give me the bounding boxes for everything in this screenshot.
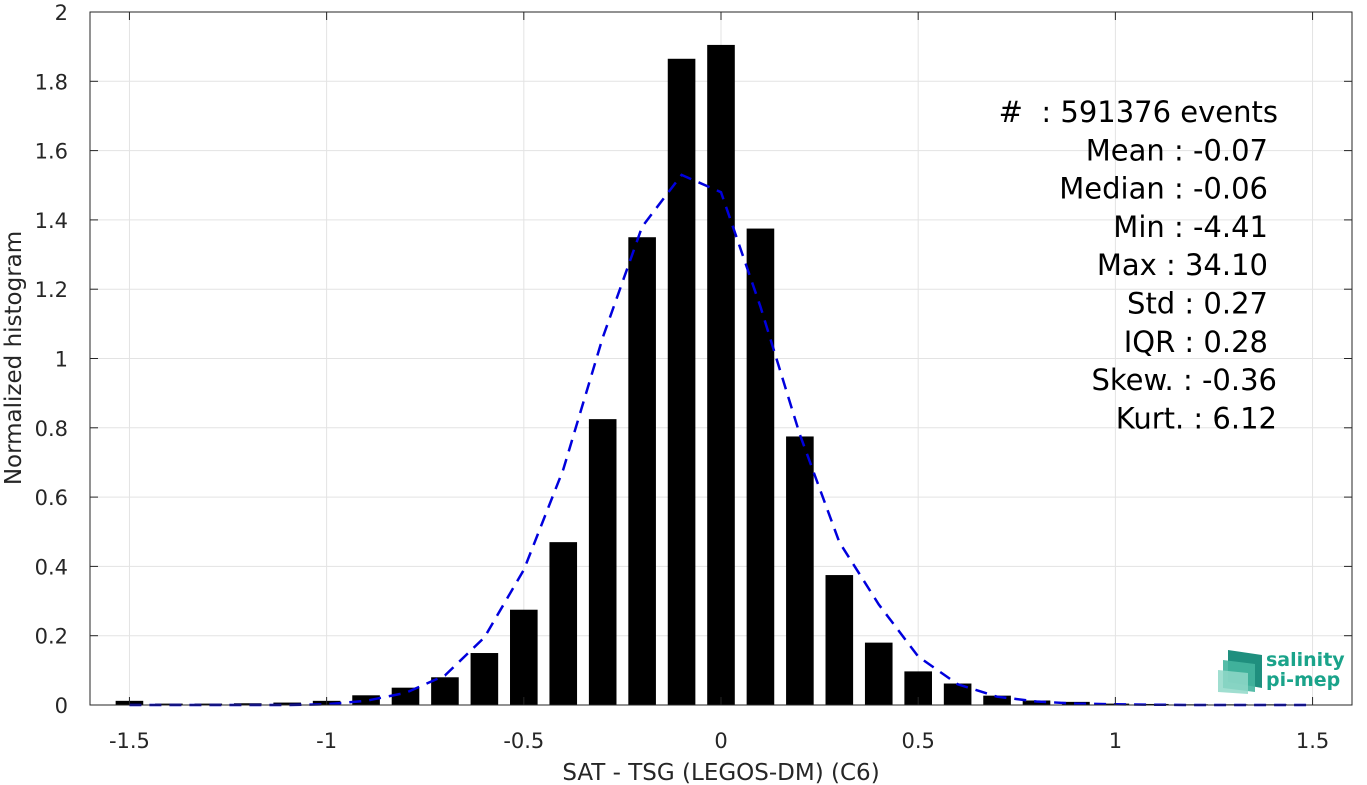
histogram-bar [549,542,578,705]
histogram-bar [707,44,735,706]
histogram-bar [588,419,617,705]
histogram-bar [194,703,223,705]
histogram-bar [667,58,696,705]
y-tick-label: 0.6 [35,486,68,510]
y-axis-ticks: 0 0.2 0.4 0.6 0.8 1 1.2 1.4 1.6 1.8 2 [35,1,1352,718]
histogram-bar [470,653,499,705]
stat-line: Max : 34.10 [1097,248,1268,282]
logo-line1: salinity [1266,649,1345,671]
histogram-bar [352,695,380,705]
x-tick-label: 0 [714,729,727,753]
y-tick-label: 1.8 [35,70,68,94]
histogram-bar [983,695,1011,705]
histogram-bar [233,703,262,705]
histogram-bar [273,702,301,705]
y-axis-label: Normalized histogram [1,231,27,485]
histogram-bar [746,228,775,705]
x-tick-label: 0.5 [901,729,934,753]
x-tick-label: -1.5 [109,729,150,753]
y-tick-label: 0 [55,694,68,718]
x-axis-label: SAT - TSG (LEGOS-DM) (C6) [562,760,879,785]
histogram-bar [825,575,854,705]
y-tick-label: 0.2 [35,625,68,649]
histogram-bar [431,677,459,705]
y-tick-label: 1.6 [35,140,68,164]
y-tick-label: 1 [55,348,68,372]
histogram-bar [155,703,183,705]
y-tick-label: 1.2 [35,278,68,302]
logo-line2: pi-mep [1266,669,1340,691]
stat-line: Kurt. : 6.12 [1116,401,1277,435]
histogram-bar [864,642,893,705]
x-axis-ticks: -1.5 -1 -0.5 0 0.5 1 1.5 [109,12,1329,753]
histogram-bar [391,687,420,705]
x-tick-label: 1.5 [1296,729,1329,753]
x-tick-label: -0.5 [503,729,544,753]
stat-line: Skew. : -0.36 [1091,363,1277,397]
y-tick-label: 2 [55,1,68,25]
histogram-bar [628,237,656,705]
stat-line: Std : 0.27 [1127,287,1268,321]
logo-wave-icon [1218,650,1262,694]
y-tick-label: 0.8 [35,417,68,441]
stat-line: # : 591376 events [999,95,1278,129]
statistics-box: # : 591376 events Mean : -0.07 Median : -0… [999,95,1278,435]
stat-line: Mean : -0.07 [1086,133,1268,167]
x-tick-label: -1 [316,729,337,753]
salinity-pi-mep-logo: salinity pi-mep [1218,649,1345,694]
histogram-bar [510,609,538,705]
y-tick-label: 1.4 [35,209,68,233]
stat-line: Min : -4.41 [1113,210,1268,244]
stat-line: IQR : 0.28 [1124,325,1268,359]
histogram-bar [786,436,814,705]
histogram-bar [943,683,972,705]
y-tick-label: 0.4 [35,555,68,579]
x-tick-label: 1 [1109,729,1122,753]
stat-line: Median : -0.06 [1059,172,1268,206]
